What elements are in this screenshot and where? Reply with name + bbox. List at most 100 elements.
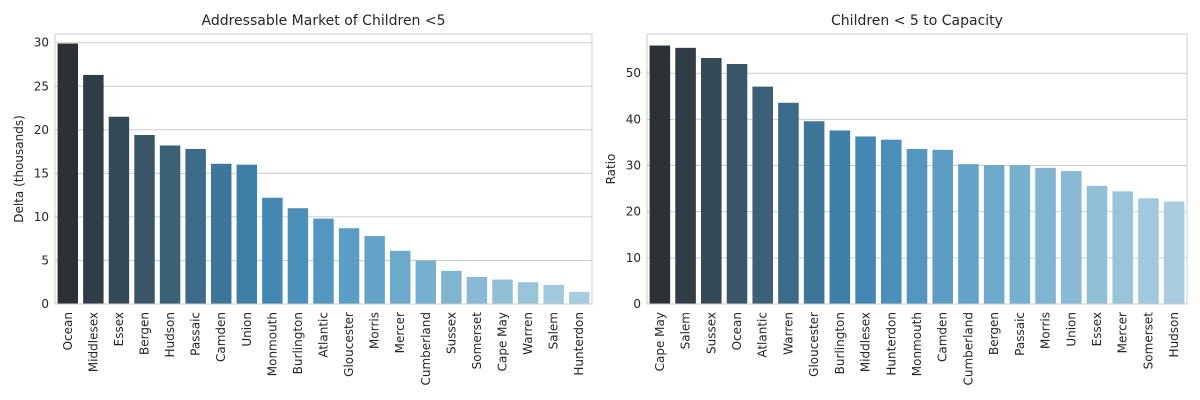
x-tick-label: Bergen [987,312,1001,355]
chart-addressable-market: 0 5 10 15 20 25 30 Ocean Middlesex Essex Bergen Hud… [12,13,593,386]
bar [364,236,385,304]
bar [108,116,130,304]
x-tick-label: Somerset [1141,312,1155,370]
bar [1163,201,1185,304]
x-tick-label: Morris [1039,312,1053,349]
x-tick-label: Burlington [833,312,847,374]
x-tick-label: Union [1064,312,1078,347]
x-tick-label: Ocean [730,312,744,350]
bar [543,284,564,304]
x-tick-label: Cumberland [419,312,433,386]
x-tick-label: Union [240,312,254,347]
bar [1061,171,1082,304]
y-tick-label: 20 [34,123,49,137]
bar [1138,198,1159,304]
bar [134,135,155,304]
plot-frame [54,33,593,305]
x-tick-label: Cape May [496,312,510,371]
x-tick-label: Hunterdon [572,312,586,376]
bar [906,148,928,304]
y-tick-label: 50 [626,66,641,80]
y-axis-label: Delta (thousands) [12,115,26,223]
chart-title: Children < 5 to Capacity [831,13,1003,29]
x-tick-label: Gloucester [342,312,356,377]
bar [159,145,181,304]
bar [675,47,696,304]
x-tick-label: Sussex [704,312,718,354]
x-tick-label: Essex [112,312,126,346]
x-tick-label: Middlesex [859,312,873,372]
x-tick-label: Somerset [470,312,484,370]
x-tick-label: Warren [521,312,535,355]
bar [881,139,902,304]
x-tick-label: Passaic [1013,312,1027,356]
x-tick-label: Cape May [653,312,667,371]
y-tick-label: 5 [41,253,49,267]
bar [83,74,104,304]
y-tick-label: 40 [626,112,641,126]
bar [441,270,462,304]
x-tick-label: Morris [368,312,382,349]
x-tick-label: Monmouth [910,312,924,376]
bar [210,163,232,304]
y-tick-label: 15 [34,166,49,180]
bar [57,43,79,304]
x-tick-label: Cumberland [961,312,975,386]
y-tick-label: 20 [626,205,641,219]
bar [415,260,437,304]
bar [262,197,283,304]
x-tick-label: Sussex [444,312,458,354]
y-tick-label: 10 [34,210,49,224]
bar [466,277,488,304]
bar [829,130,851,304]
bar [958,164,979,304]
bar [185,148,206,304]
bar [313,218,334,304]
bar [983,165,1005,304]
bar [287,208,309,304]
bar [855,136,876,304]
bar [726,64,748,304]
x-tick-label: Salem [547,312,561,349]
y-tick-label: 30 [34,36,49,50]
x-tick-label: Hudson [1167,312,1181,357]
x-tick-label: Middlesex [86,312,100,372]
bar [701,58,722,304]
x-tick-label: Essex [1090,312,1104,346]
x-tick-label: Hunterdon [884,312,898,376]
x-tick-label: Warren [781,312,795,355]
bar [389,250,411,304]
bar [517,282,539,304]
x-tick-label: Atlantic [317,312,331,358]
x-tick-label: Burlington [291,312,305,374]
y-tick-label: 0 [41,297,49,311]
bar [1009,165,1031,304]
bar [778,102,799,305]
bar [568,291,590,304]
chart-title: Addressable Market of Children <5 [201,13,445,29]
x-tick-label: Passaic [189,312,203,356]
bar [803,121,825,304]
x-tick-label: Mercer [393,312,407,353]
plot-frame [646,33,1188,305]
bar [649,45,671,305]
bar [932,149,953,304]
x-tick-label: Atlantic [756,312,770,358]
x-tick-label: Camden [214,312,228,362]
x-tick-label: Monmouth [265,312,279,376]
x-tick-label: Camden [936,312,950,362]
bar [236,164,258,304]
x-tick-label: Gloucester [807,312,821,377]
bar [1112,191,1133,304]
bar [752,86,773,304]
bar [1035,167,1056,304]
chart-children-to-capacity: 0 10 20 30 40 50 Cape May Salem Sussex Ocean Atlan… [604,13,1188,386]
bar [338,228,360,304]
y-tick-label: 30 [626,159,641,173]
x-tick-label: Hudson [163,312,177,357]
y-tick-label: 0 [633,297,641,311]
bar [492,279,513,304]
bar [1086,185,1108,304]
y-tick-label: 25 [34,79,49,93]
